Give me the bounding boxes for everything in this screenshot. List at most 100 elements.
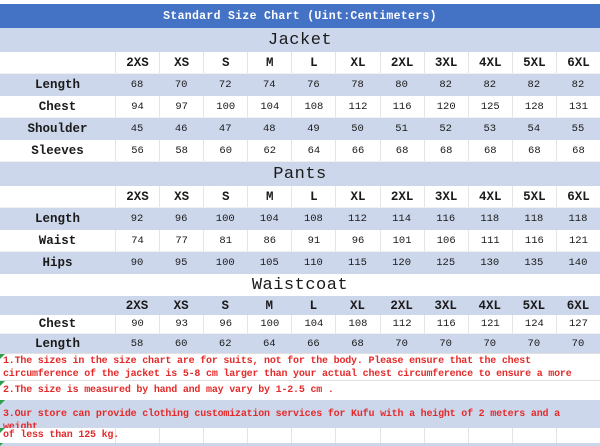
size-col-header: 4XL: [467, 52, 512, 73]
value-cell: 55: [571, 123, 585, 135]
value-cell: 64: [263, 337, 276, 350]
size-col-header: 2XS: [115, 186, 159, 207]
measurement-row-chest: Chest 90 93 96 100 104 108 112 116 121 124 127: [0, 315, 600, 334]
value-cell: 108: [291, 96, 335, 117]
value-cell: 68: [351, 337, 364, 350]
size-col-header: 3XL: [423, 186, 468, 207]
size-col-header: XS: [159, 52, 203, 73]
value-cell: 135: [524, 257, 544, 269]
size-col-header: 6XL: [555, 186, 600, 207]
value-cell: 82: [571, 79, 585, 91]
value-cell: 112: [379, 315, 424, 333]
value-cell: 116: [511, 230, 556, 251]
value-cell: 50: [351, 123, 364, 135]
cell-flag-icon: [0, 443, 3, 446]
size-col-header: 2XL: [390, 298, 413, 313]
size-col-header: 2XL: [379, 186, 424, 207]
cell-flag-icon: [0, 381, 5, 386]
size-tables: Jacket 2XS XS S M L XL 2XL 3XL 4XL 5XL 6XL Length 68 7…: [0, 28, 600, 353]
size-col-header: XS: [173, 298, 189, 313]
value-cell: 48: [263, 123, 276, 135]
value-cell: 116: [423, 315, 468, 333]
value-cell: 96: [174, 213, 188, 225]
size-col-header: 2XL: [379, 52, 424, 73]
empty-grid-cells: [0, 428, 600, 443]
value-cell: 78: [351, 79, 364, 91]
value-cell: 74: [263, 79, 276, 91]
section-title-jacket: Jacket: [0, 28, 600, 52]
value-cell: 70: [483, 337, 497, 350]
value-cell: 68: [467, 140, 512, 161]
measurement-row-length: Length 92 96 100 104 108 112 114 116 118 118 118: [0, 208, 600, 230]
value-cell: 62: [218, 337, 232, 350]
value-cell: 53: [483, 123, 497, 135]
value-cell: 86: [247, 230, 291, 251]
value-cell: 90: [115, 315, 159, 333]
value-cell: 120: [392, 257, 412, 269]
value-cell: 110: [303, 257, 323, 269]
size-header-row: 2XS XS S M L XL 2XL 3XL 4XL 5XL 6XL: [0, 296, 600, 315]
measurement-row-sleeves: Sleeves 56 58 60 62 64 66 68 68 68 68 68: [0, 140, 600, 162]
value-cell: 92: [130, 213, 144, 225]
value-cell: 70: [395, 337, 408, 350]
row-label: Length: [34, 336, 80, 351]
value-cell: 118: [568, 213, 588, 225]
size-header-row: 2XS XS S M L XL 2XL 3XL 4XL 5XL 6XL: [0, 52, 600, 74]
measurement-row-shoulder: Shoulder 45 46 47 48 49 50 51 52 53 54 55: [0, 118, 600, 140]
size-col-header: 5XL: [522, 298, 546, 313]
row-label: Chest: [38, 99, 77, 114]
value-cell: 68: [555, 140, 600, 161]
value-cell: 82: [527, 79, 541, 91]
value-cell: 68: [379, 140, 424, 161]
value-cell: 68: [511, 140, 556, 161]
value-cell: 77: [159, 230, 203, 251]
value-cell: 115: [348, 257, 367, 269]
value-cell: 58: [130, 337, 144, 350]
value-cell: 68: [130, 79, 144, 91]
value-cell: 104: [247, 96, 291, 117]
value-cell: 90: [130, 257, 144, 269]
value-cell: 95: [174, 257, 188, 269]
value-cell: 121: [555, 230, 600, 251]
measurement-row-hips: Hips 90 95 100 105 110 115 120 125 130 135 140: [0, 252, 600, 274]
value-cell: 62: [247, 140, 291, 161]
value-cell: 46: [174, 123, 188, 135]
size-col-header: S: [203, 52, 247, 73]
value-cell: 112: [348, 213, 367, 225]
value-cell: 49: [307, 123, 320, 135]
value-cell: 125: [436, 257, 456, 269]
value-cell: 130: [480, 257, 500, 269]
section-pants: Pants 2XS XS S M L XL 2XL 3XL 4XL 5XL 6XL Length 92 96…: [0, 162, 600, 274]
value-cell: 111: [467, 230, 512, 251]
value-cell: 100: [215, 257, 235, 269]
size-col-header: XL: [335, 52, 379, 73]
cell-flag-icon: [0, 354, 5, 359]
row-label: Sleeves: [31, 143, 84, 158]
value-cell: 68: [423, 140, 468, 161]
value-cell: 60: [203, 140, 247, 161]
size-col-header: 4XL: [467, 186, 512, 207]
value-cell: 124: [511, 315, 556, 333]
value-cell: 106: [423, 230, 468, 251]
size-header-row: 2XS XS S M L XL 2XL 3XL 4XL 5XL 6XL: [0, 186, 600, 208]
value-cell: 118: [480, 213, 500, 225]
size-col-header: S: [221, 298, 229, 313]
size-col-header: S: [203, 186, 247, 207]
section-title-pants: Pants: [0, 162, 600, 186]
size-col-header: L: [309, 298, 318, 313]
row-label: Waist: [38, 233, 77, 248]
note-3-overflow-row: of less than 125 kg.: [0, 428, 600, 443]
cell-flag-icon: [0, 400, 5, 405]
value-cell: 94: [115, 96, 159, 117]
value-cell: 76: [307, 79, 320, 91]
size-col-header: XL: [349, 298, 365, 313]
value-cell: 82: [439, 79, 452, 91]
value-cell: 91: [291, 230, 335, 251]
value-cell: 131: [555, 96, 600, 117]
value-cell: 70: [439, 337, 452, 350]
bottom-edge-row: [0, 443, 600, 446]
value-cell: 104: [291, 315, 335, 333]
note-3-line-1: 3.Our store can provide clothing customi…: [3, 409, 560, 433]
value-cell: 105: [259, 257, 279, 269]
note-1-line-1: 1.The sizes in the size chart are for su…: [3, 356, 531, 367]
